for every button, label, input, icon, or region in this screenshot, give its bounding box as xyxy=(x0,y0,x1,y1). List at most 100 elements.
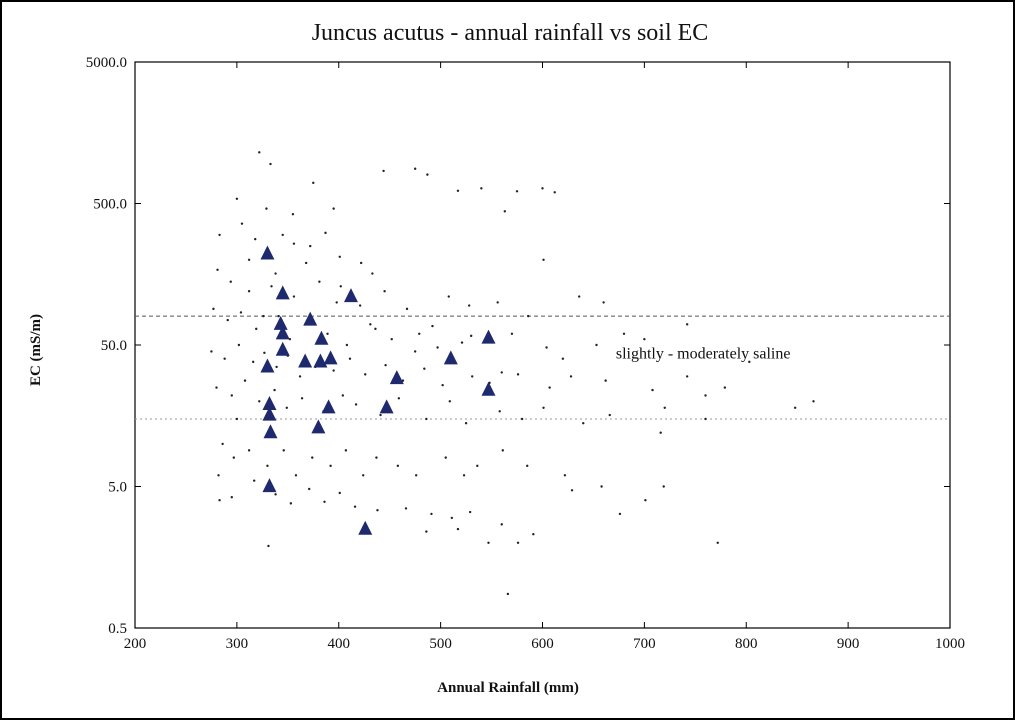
dot-point xyxy=(450,516,454,520)
dot-point xyxy=(447,295,450,298)
dot-point xyxy=(258,400,261,403)
dot-point xyxy=(258,151,261,154)
triangle-point xyxy=(311,419,326,434)
dot-point xyxy=(323,500,326,503)
dot-point xyxy=(812,400,815,403)
dot-point xyxy=(263,351,266,355)
x-tick-label: 900 xyxy=(837,636,860,652)
x-axis-ticks: 200 300 400 500 600 700 800 900 1000 xyxy=(124,62,965,652)
dot-point xyxy=(379,413,382,417)
dot-point xyxy=(369,323,372,326)
x-tick-label: 500 xyxy=(429,636,452,652)
dot-point xyxy=(595,343,598,347)
dot-point xyxy=(348,357,352,360)
dot-point xyxy=(748,360,751,364)
dot-point xyxy=(516,373,520,376)
dot-point xyxy=(354,403,358,406)
dot-point xyxy=(265,207,268,210)
dot-point xyxy=(496,301,499,304)
dot-point xyxy=(308,487,311,491)
dot-point xyxy=(520,417,524,421)
dot-point xyxy=(247,290,251,293)
dot-point xyxy=(262,314,265,318)
dot-point xyxy=(582,422,585,425)
dot-point xyxy=(329,464,332,468)
dot-point xyxy=(541,187,544,190)
triangle-point xyxy=(343,288,358,303)
dot-point xyxy=(230,496,233,499)
dot-point xyxy=(266,464,269,468)
y-tick-label: 5.0 xyxy=(108,480,127,496)
x-tick-label: 700 xyxy=(633,636,656,652)
dot-point xyxy=(247,258,251,262)
dot-point xyxy=(545,346,548,349)
dot-point xyxy=(431,324,434,328)
dot-point xyxy=(469,334,473,338)
dot-point xyxy=(226,318,229,322)
dot-point xyxy=(425,417,428,421)
dot-point xyxy=(312,181,315,185)
dot-point xyxy=(570,489,574,492)
dot-point xyxy=(527,314,530,318)
dot-point xyxy=(663,406,666,409)
background-points xyxy=(210,151,815,596)
dot-point xyxy=(662,485,665,488)
dot-point xyxy=(318,280,321,283)
dot-point xyxy=(501,449,504,452)
dot-point xyxy=(516,541,520,545)
dot-point xyxy=(221,442,224,446)
x-tick-label: 1000 xyxy=(935,636,965,652)
dot-point xyxy=(423,367,426,370)
dot-point xyxy=(510,332,514,335)
dot-point xyxy=(793,406,797,409)
triangle-point xyxy=(275,341,290,356)
dot-point xyxy=(569,375,573,378)
dot-point xyxy=(480,187,483,190)
dot-point xyxy=(281,233,284,237)
dot-point xyxy=(600,485,603,488)
dot-point xyxy=(300,397,304,400)
dot-point xyxy=(468,510,472,514)
y-tick-label: 5000.0 xyxy=(86,55,127,71)
annotation-label: slightly - moderately saline xyxy=(616,346,791,363)
dot-point xyxy=(704,417,707,421)
dot-point xyxy=(332,207,335,210)
dot-point xyxy=(309,244,312,248)
juncus-points xyxy=(260,245,496,535)
dot-point xyxy=(462,474,466,477)
dot-point xyxy=(239,311,243,314)
dot-point xyxy=(723,386,727,389)
y-axis-label: EC (mS/m) xyxy=(28,314,44,386)
x-tick-label: 400 xyxy=(328,636,351,652)
dot-point xyxy=(362,474,365,477)
dot-point xyxy=(413,167,417,170)
dot-point xyxy=(235,197,239,200)
dot-point xyxy=(414,474,418,477)
dot-point xyxy=(456,527,460,531)
triangle-point xyxy=(314,330,329,345)
dot-point xyxy=(254,237,257,241)
dot-point xyxy=(345,343,349,347)
dot-point xyxy=(515,190,519,193)
triangle-point xyxy=(379,399,394,414)
dot-point xyxy=(622,332,626,335)
dot-point xyxy=(215,386,218,389)
dot-point xyxy=(471,375,474,378)
dot-point xyxy=(332,369,335,372)
annotations: slightly - moderately saline xyxy=(616,346,791,363)
dot-point xyxy=(542,406,545,409)
dot-point xyxy=(230,394,233,397)
dot-point xyxy=(289,502,293,505)
dot-point xyxy=(500,371,503,374)
dot-point xyxy=(218,499,221,502)
triangle-point xyxy=(262,406,277,421)
triangle-point xyxy=(260,358,275,373)
dot-point xyxy=(456,189,460,192)
dot-point xyxy=(247,449,251,452)
dot-point xyxy=(237,343,241,347)
dot-point xyxy=(212,307,215,311)
triangle-point xyxy=(262,478,277,493)
triangle-point xyxy=(275,325,290,340)
